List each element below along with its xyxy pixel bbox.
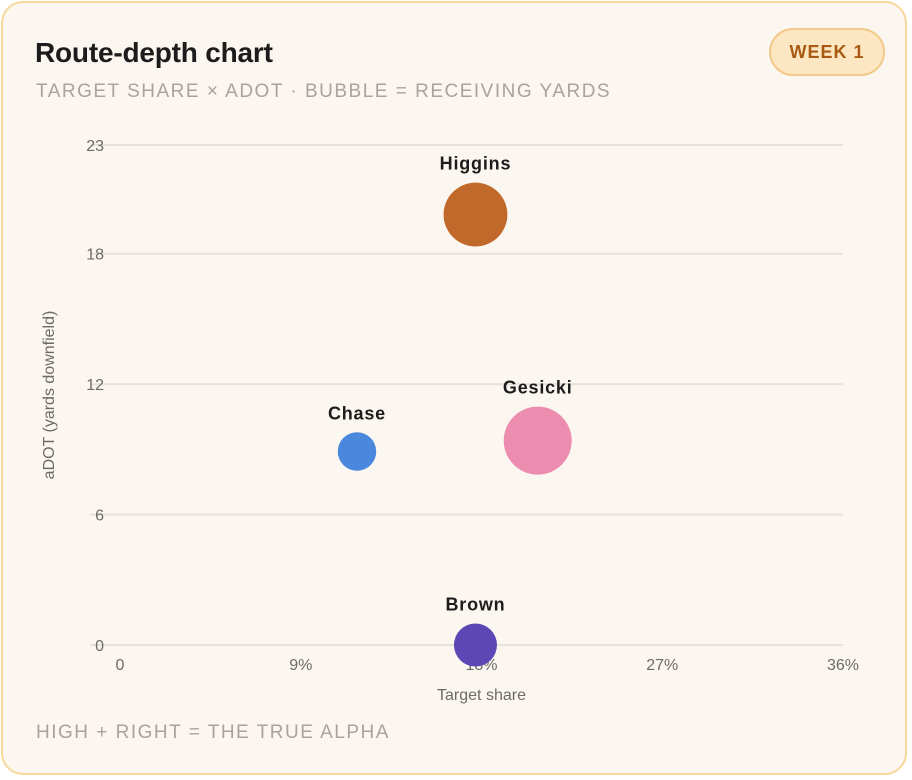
bubble-gesicki[interactable] <box>503 406 572 475</box>
bubble-higgins[interactable] <box>443 182 508 247</box>
week-badge[interactable]: WEEK 1 <box>769 28 885 76</box>
bubble-brown[interactable] <box>453 623 497 667</box>
chart-subtitle: TARGET SHARE × ADOT · BUBBLE = RECEIVING… <box>36 81 612 102</box>
y-tick-label: 6 <box>95 508 104 525</box>
page-title: Route-depth chart <box>35 37 273 68</box>
x-tick-label: 0 <box>116 657 125 674</box>
y-tick-label: 12 <box>86 377 104 394</box>
y-tick-label: 18 <box>86 247 104 264</box>
bubble-label-brown: Brown <box>445 594 505 614</box>
footer-note: HIGH + RIGHT = THE TRUE ALPHA <box>36 722 390 743</box>
bubble-series: Higgins Gesicki Chase Brown <box>328 154 573 667</box>
gridlines <box>90 144 843 646</box>
y-axis-ticks: 0 6 12 18 23 <box>86 138 104 655</box>
x-tick-label: 36% <box>827 657 859 674</box>
bubble-label-higgins: Higgins <box>440 154 512 174</box>
y-axis-title: aDOT (yards downfield) <box>41 311 58 480</box>
x-axis-title: Target share <box>437 687 526 704</box>
y-tick-label: 0 <box>95 638 104 655</box>
y-tick-label: 23 <box>86 138 104 155</box>
x-tick-label: 9% <box>289 657 312 674</box>
bubble-label-gesicki: Gesicki <box>503 378 573 398</box>
bubble-chase[interactable] <box>337 432 377 471</box>
x-tick-label: 27% <box>646 657 678 674</box>
bubble-label-chase: Chase <box>328 403 386 423</box>
